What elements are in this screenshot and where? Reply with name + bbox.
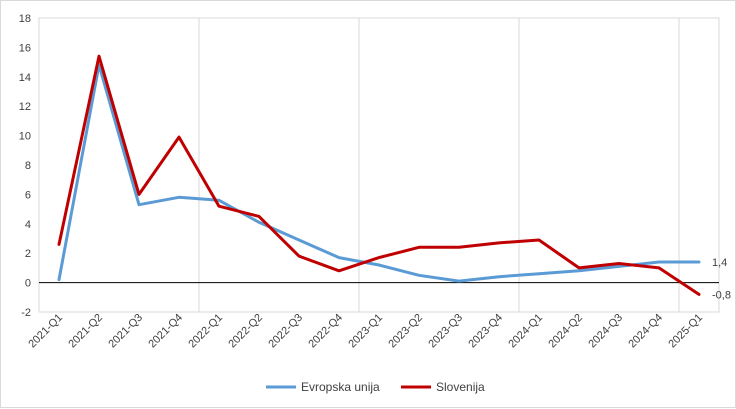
y-tick-label: 12 — [19, 101, 31, 113]
series-line-eu — [57, 63, 701, 283]
x-tick-label: 2022-Q4 — [306, 312, 345, 351]
x-tick-label: 2023-Q2 — [386, 312, 425, 351]
y-tick-label: 8 — [25, 160, 31, 172]
y-tick-label: -2 — [21, 307, 31, 319]
end-labels: 1,4 -0,8 — [712, 257, 731, 301]
y-tick-label: 2 — [25, 248, 31, 260]
x-tick-label: 2023-Q4 — [466, 312, 505, 351]
end-label-slovenija: -0,8 — [712, 289, 731, 301]
legend-label: Slovenija — [436, 380, 485, 394]
x-tick-label: 2022-Q2 — [226, 312, 265, 351]
x-tick-label: 2023-Q3 — [426, 312, 465, 351]
x-tick-label: 2021-Q4 — [146, 312, 185, 351]
y-tick-label: 10 — [19, 131, 31, 143]
x-tick-label: 2022-Q3 — [266, 312, 305, 351]
x-axis: 2021-Q1 2021-Q2 2021-Q3 2021-Q4 2022-Q1 2022-… — [26, 312, 705, 351]
end-label-eu: 1,4 — [712, 257, 727, 269]
x-tick-label: 2024-Q3 — [586, 312, 625, 351]
series-lines — [57, 54, 701, 296]
x-tick-label: 2022-Q1 — [186, 312, 225, 351]
x-tick-label: 2021-Q3 — [106, 312, 145, 351]
y-tick-label: 6 — [25, 189, 31, 201]
x-tick-label: 2021-Q1 — [26, 312, 65, 351]
x-tick-label: 2024-Q4 — [626, 312, 665, 351]
y-tick-label: 16 — [19, 42, 31, 54]
x-tick-label: 2024-Q2 — [546, 312, 585, 351]
x-tick-label: 2025-Q1 — [666, 312, 705, 351]
y-tick-label: 0 — [25, 278, 31, 290]
legend: Evropska unija Slovenija — [266, 380, 485, 394]
y-tick-label: 4 — [25, 219, 31, 231]
series-line-slovenija — [57, 54, 701, 296]
y-tick-label: 18 — [19, 13, 31, 25]
y-axis: -2 0 2 4 6 8 10 12 14 16 18 — [19, 13, 31, 319]
x-tick-label: 2021-Q2 — [66, 312, 105, 351]
x-tick-label: 2023-Q1 — [346, 312, 385, 351]
plot-area-border — [38, 17, 720, 313]
x-tick-label: 2024-Q1 — [506, 312, 545, 351]
legend-label: Evropska unija — [301, 380, 380, 394]
y-tick-label: 14 — [19, 72, 31, 84]
